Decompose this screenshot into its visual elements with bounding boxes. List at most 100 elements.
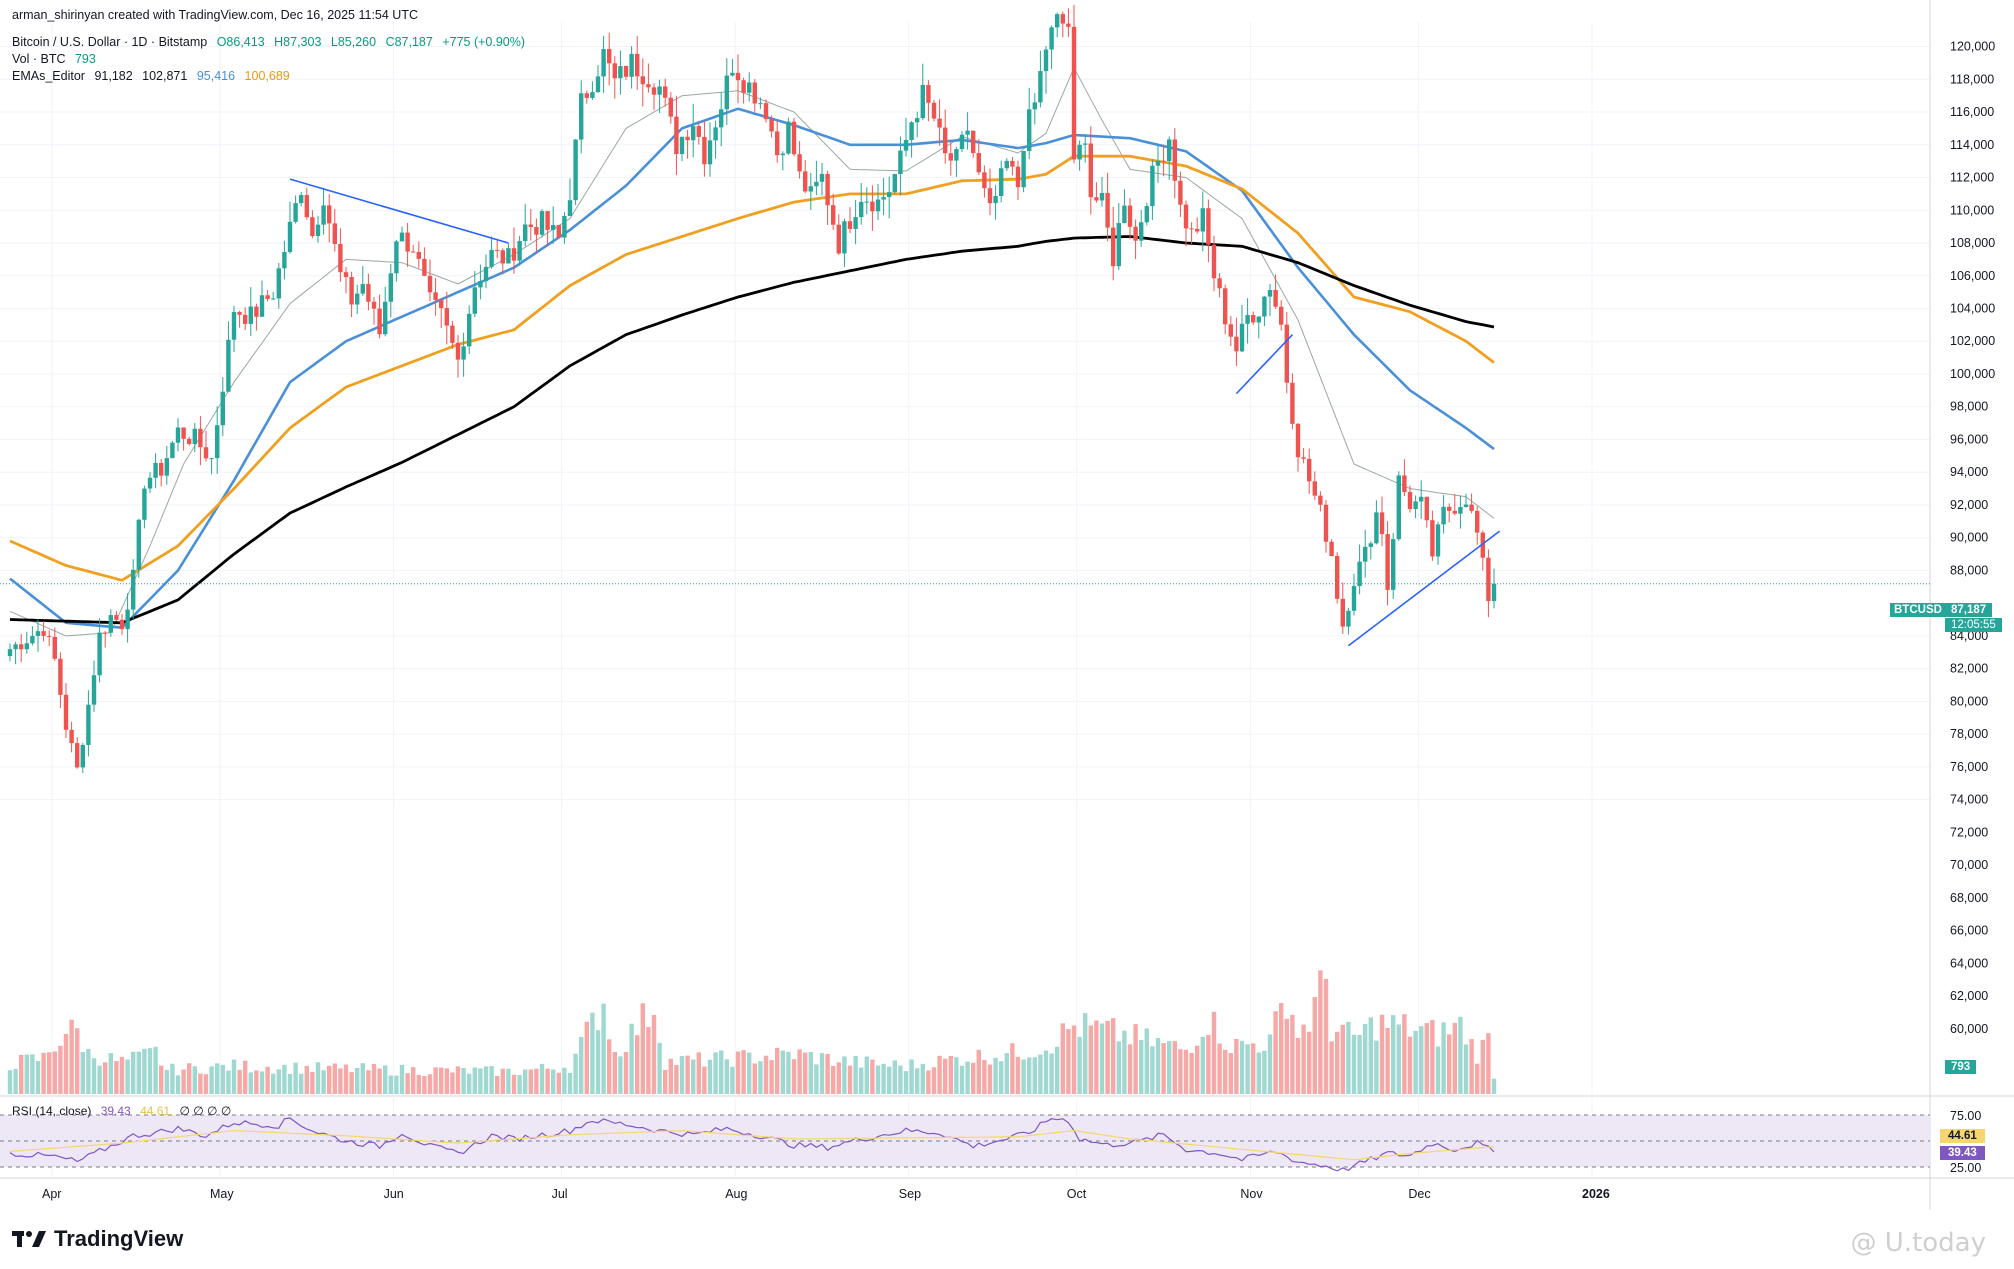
trendline-support-nov <box>1235 334 1293 395</box>
candle-body <box>170 442 175 459</box>
volume-bar <box>1396 1024 1401 1094</box>
volume-bar <box>1424 1023 1429 1094</box>
candle-body <box>175 427 181 443</box>
candle-body <box>590 92 595 98</box>
volume-bar <box>528 1069 533 1094</box>
volume-bar <box>293 1062 298 1094</box>
candle-body <box>1133 226 1138 241</box>
volume-bar <box>377 1068 382 1094</box>
candle-body <box>360 284 365 294</box>
candle-body <box>394 241 399 274</box>
candle-body <box>47 635 52 637</box>
y-tick-label: 118,000 <box>1950 72 1994 86</box>
volume-bar <box>170 1063 175 1094</box>
ema-200-value: 102,871 <box>142 69 188 83</box>
volume-bar <box>752 1063 757 1094</box>
candle-body <box>1391 539 1396 590</box>
y-tick-label: 64,000 <box>1950 956 1988 970</box>
candle-body <box>847 221 853 229</box>
volume-bar <box>1312 997 1317 1094</box>
volume-bar <box>147 1048 153 1094</box>
candle-body <box>131 569 136 610</box>
candle-body <box>1178 180 1183 205</box>
volume-bar <box>539 1063 545 1094</box>
candle-body <box>1038 71 1043 103</box>
candle-body <box>579 93 584 140</box>
volume-bar <box>875 1065 881 1094</box>
candle-body <box>1127 205 1133 227</box>
time-axis[interactable]: Apr May Jun Jul Aug Sep Oct Nov Dec 2026 <box>42 1187 1610 1201</box>
volume-bar <box>1346 1021 1351 1094</box>
candle-body <box>1189 228 1194 230</box>
y-tick-label: 98,000 <box>1950 400 1988 414</box>
ema-legend[interactable]: EMAs_Editor 91,182 102,871 95,416 100,68… <box>12 69 296 83</box>
x-tick-label: Sep <box>899 1187 921 1201</box>
candle-body <box>836 224 841 254</box>
volume-bar <box>763 1055 769 1094</box>
candle-body <box>1335 556 1340 599</box>
rsi-ma-badge: 44.61 <box>1940 1129 1985 1143</box>
candle-body <box>1301 457 1306 459</box>
candle-body <box>735 72 741 81</box>
symbol-legend[interactable]: Bitcoin / U.S. Dollar · 1D · Bitstamp O8… <box>12 35 531 49</box>
candle-body <box>797 154 802 172</box>
volume-bar <box>1245 1044 1250 1094</box>
candle-body <box>971 130 976 154</box>
candle-body <box>24 643 29 650</box>
candle-body <box>7 649 13 657</box>
volume-bar <box>612 1052 617 1094</box>
candle-body <box>523 224 528 242</box>
candle-body <box>567 200 573 216</box>
candle-body <box>237 312 242 315</box>
y-tick-label: 68,000 <box>1950 891 1988 905</box>
volume-bar <box>1144 1028 1149 1094</box>
candle-body <box>1083 143 1088 145</box>
candle-body <box>1307 458 1312 482</box>
volume-bar <box>948 1056 953 1094</box>
candle-body <box>976 153 981 173</box>
candle-body <box>1105 192 1110 228</box>
volume-bar <box>1105 1020 1110 1094</box>
volume-bar <box>97 1065 102 1094</box>
candle-body <box>948 153 953 161</box>
volume-bar <box>1088 1025 1093 1094</box>
volume-bar <box>282 1064 287 1094</box>
rsi-band <box>0 1114 1930 1168</box>
y-tick-label: 76,000 <box>1950 760 1988 774</box>
candle-body <box>215 425 220 459</box>
volume-bar <box>579 1036 584 1094</box>
candle-body <box>1419 496 1424 502</box>
volume-bar <box>724 1059 729 1094</box>
candle-body <box>528 224 533 228</box>
tradingview-logo[interactable]: TradingView <box>12 1226 183 1252</box>
rsi-legend[interactable]: RSI (14, close) 39.43 44.61 ∅ ∅ ∅ ∅ <box>12 1104 237 1118</box>
volume-bar <box>847 1065 853 1094</box>
volume-legend[interactable]: Vol · BTC 793 <box>12 52 102 66</box>
price-axis[interactable]: 120,000 118,000 116,000 114,000 112,000 110,0… <box>1950 40 1995 1175</box>
volume-bar <box>461 1068 466 1094</box>
volume-bar <box>1368 1017 1373 1094</box>
candle-body <box>63 694 69 730</box>
candle-body <box>19 644 24 650</box>
volume-bar <box>394 1075 399 1094</box>
volume-bar <box>651 1014 657 1094</box>
volume-bar <box>1447 1034 1452 1094</box>
volume-badge: 793 <box>1945 1060 1977 1074</box>
volume-bar <box>1228 1053 1233 1094</box>
candle-body <box>1486 557 1491 602</box>
rsi-level-label: 75.00 <box>1950 1109 1981 1123</box>
volume-bar <box>685 1055 690 1094</box>
candle-body <box>674 116 679 155</box>
candle-body <box>954 149 959 161</box>
candle-body <box>399 232 405 242</box>
candle-body <box>371 301 377 309</box>
volume-bar <box>125 1059 130 1094</box>
candle-body <box>786 121 791 154</box>
candle-body <box>707 140 713 165</box>
candle-body <box>411 251 416 253</box>
volume-bar <box>108 1053 113 1094</box>
volume-bar <box>1402 1014 1407 1094</box>
volume-bar <box>478 1068 483 1094</box>
volume-bar <box>971 1062 976 1094</box>
